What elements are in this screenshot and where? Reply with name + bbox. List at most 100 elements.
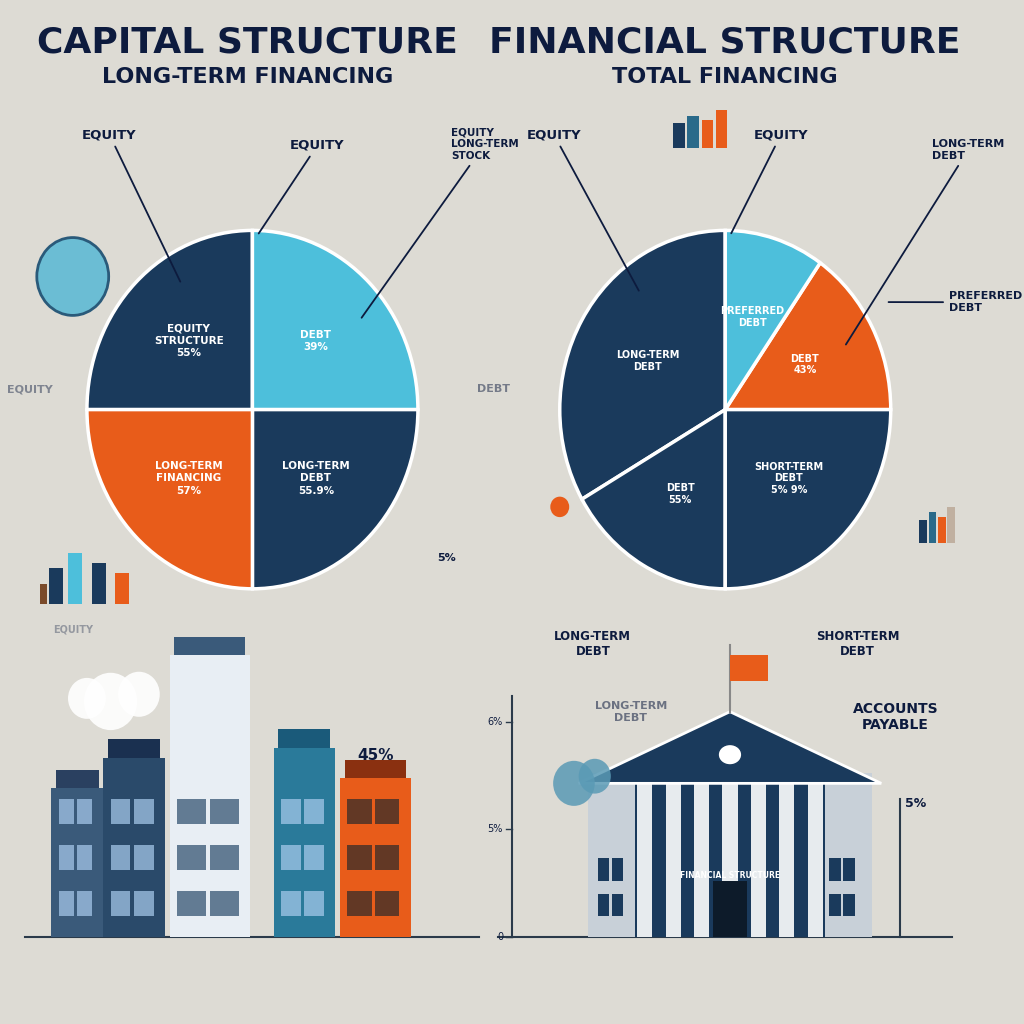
Text: CAPITAL STRUCTURE: CAPITAL STRUCTURE <box>37 26 458 59</box>
Text: LONG-TERM
FINANCING
57%: LONG-TERM FINANCING 57% <box>155 461 223 496</box>
Text: PREFERRED
DEBT: PREFERRED DEBT <box>720 306 784 328</box>
Text: SHORT-TERM
DEBT
5% 9%: SHORT-TERM DEBT 5% 9% <box>755 462 823 495</box>
Bar <box>279 729 331 748</box>
Circle shape <box>553 761 595 806</box>
Bar <box>844 894 855 916</box>
Bar <box>598 894 609 916</box>
Bar <box>109 739 160 758</box>
Bar <box>170 655 250 937</box>
Bar <box>716 110 727 148</box>
Bar <box>177 799 206 824</box>
Circle shape <box>37 238 109 315</box>
Text: ACCOUNTS
PAYABLE: ACCOUNTS PAYABLE <box>853 701 938 732</box>
Bar <box>210 799 239 824</box>
Bar <box>68 553 82 604</box>
Circle shape <box>68 678 105 719</box>
Bar <box>56 770 98 788</box>
Bar <box>210 845 239 870</box>
Bar <box>808 783 822 937</box>
Bar <box>103 758 165 937</box>
Text: LONG-TERM
DEBT: LONG-TERM DEBT <box>846 139 1005 344</box>
Bar <box>611 858 624 881</box>
Bar <box>347 845 372 870</box>
Bar <box>177 845 206 870</box>
Polygon shape <box>579 712 882 783</box>
Text: LONG-TERM FINANCING: LONG-TERM FINANCING <box>102 67 393 87</box>
Bar <box>40 584 47 604</box>
Wedge shape <box>582 410 725 589</box>
Text: LONG-TERM
DEBT: LONG-TERM DEBT <box>595 701 667 723</box>
Bar <box>376 845 399 870</box>
Bar <box>116 573 129 604</box>
Text: EQUITY: EQUITY <box>526 128 639 291</box>
Bar <box>347 891 372 916</box>
Bar <box>59 891 74 916</box>
Wedge shape <box>253 410 418 589</box>
Wedge shape <box>87 230 253 410</box>
Text: 45%: 45% <box>357 748 393 763</box>
Bar <box>687 116 698 148</box>
Bar <box>134 845 154 870</box>
Bar <box>78 891 92 916</box>
Circle shape <box>579 759 611 794</box>
Text: LONG-TERM
DEBT: LONG-TERM DEBT <box>615 350 679 372</box>
Bar <box>598 858 609 881</box>
Bar <box>111 845 130 870</box>
Wedge shape <box>87 410 253 589</box>
Bar <box>51 788 103 937</box>
Bar <box>636 783 824 937</box>
Circle shape <box>84 673 137 730</box>
Bar <box>304 799 324 824</box>
Bar <box>722 783 737 937</box>
Bar <box>78 799 92 824</box>
Text: DEBT
39%: DEBT 39% <box>300 330 332 352</box>
Text: FINANCIAL STRUCTURE: FINANCIAL STRUCTURE <box>489 26 961 59</box>
Wedge shape <box>253 230 418 410</box>
Bar <box>947 507 955 543</box>
Bar <box>829 894 841 916</box>
Bar <box>59 845 74 870</box>
Bar <box>282 845 301 870</box>
Bar <box>666 783 681 937</box>
Bar <box>829 858 841 881</box>
Text: TOTAL FINANCING: TOTAL FINANCING <box>612 67 838 87</box>
Text: 5%: 5% <box>437 553 456 563</box>
Text: FINANCIAL STRUCTURE: FINANCIAL STRUCTURE <box>680 871 780 880</box>
Circle shape <box>550 497 569 517</box>
Bar <box>111 891 130 916</box>
Bar <box>134 799 154 824</box>
Wedge shape <box>725 410 891 589</box>
Bar <box>376 799 399 824</box>
Bar <box>730 655 768 681</box>
Bar <box>929 512 936 543</box>
Ellipse shape <box>718 744 741 765</box>
Text: 0: 0 <box>497 932 503 942</box>
Bar <box>134 891 154 916</box>
Bar <box>174 637 246 655</box>
Bar <box>282 799 301 824</box>
Bar <box>673 123 685 148</box>
Bar <box>815 773 871 937</box>
Bar <box>713 881 746 937</box>
Text: EQUITY: EQUITY <box>731 128 808 233</box>
Text: 5%: 5% <box>487 824 503 835</box>
Bar <box>304 891 324 916</box>
Bar <box>210 891 239 916</box>
Bar <box>637 783 652 937</box>
Bar <box>938 517 945 543</box>
Bar <box>694 783 710 937</box>
Bar <box>92 563 105 604</box>
Bar <box>59 799 74 824</box>
Text: EQUITY: EQUITY <box>259 138 345 233</box>
Text: EQUITY: EQUITY <box>82 128 180 282</box>
Bar <box>111 799 130 824</box>
Text: SHORT-TERM
DEBT: SHORT-TERM DEBT <box>816 630 899 657</box>
Text: DEBT: DEBT <box>477 384 510 394</box>
Bar <box>304 845 324 870</box>
Text: LONG-TERM
DEBT: LONG-TERM DEBT <box>554 630 632 657</box>
Bar <box>49 568 63 604</box>
Bar <box>701 120 713 148</box>
Bar <box>844 858 855 881</box>
Bar <box>751 783 766 937</box>
Text: DEBT
55%: DEBT 55% <box>666 483 694 505</box>
